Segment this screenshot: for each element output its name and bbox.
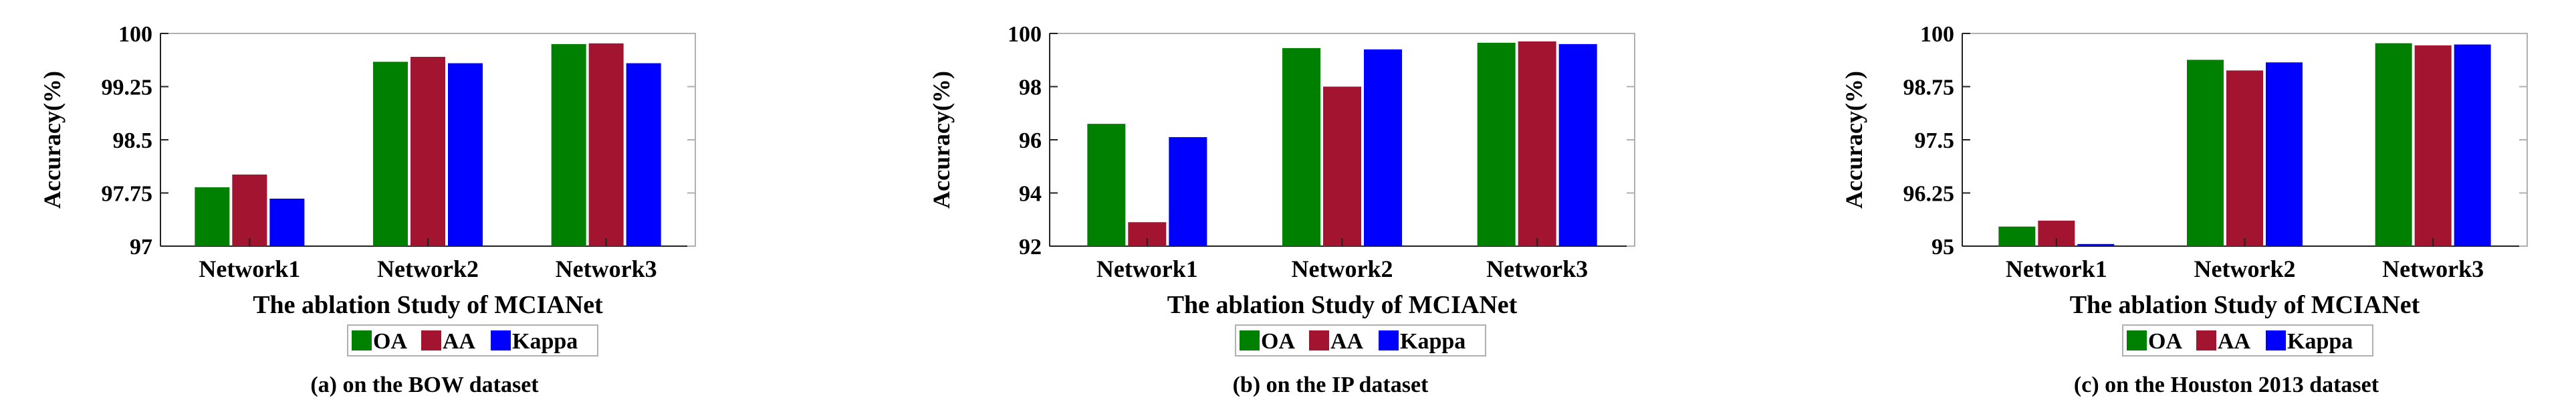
chart-panel-3: 95 96.25 97.5 98.75 100 Network1 Network2 Netwo… [1841,22,2528,397]
y-tick-label: 96.25 [1903,182,1955,207]
panel-caption: (a) on the BOW dataset [310,373,539,397]
panel-caption: (c) on the Houston 2013 dataset [2074,373,2379,397]
legend-label-kappa: Kappa [512,329,578,354]
bar-oa-network3 [551,43,586,247]
legend-swatch-aa [421,330,441,350]
bar-oa-network2 [1282,47,1320,247]
legend-label-kappa: Kappa [1400,329,1466,354]
y-tick-label: 98.75 [1903,76,1955,100]
bar-aa-network3 [2414,45,2452,247]
x-tick-label: Network3 [556,256,657,282]
bar-aa-network1 [232,174,267,246]
y-tick-label: 100 [1920,22,1954,47]
bar-oa-network3 [2375,43,2412,247]
bar-kappa-network3 [2454,44,2491,246]
y-axis-label: Accuracy(%) [1841,71,1867,209]
bar-kappa-network1 [2077,243,2115,246]
y-axis-label: Accuracy(%) [928,71,955,209]
legend-swatch-oa [1240,330,1260,350]
legend-label-kappa: Kappa [2287,329,2353,354]
bar-oa-network1 [195,187,230,246]
bar-kappa-network1 [269,198,305,246]
chart-panel-1: 97 97.75 98.5 99.25 100 Network1 Network2 Netwo… [39,22,696,397]
y-tick-label: 97.5 [1915,128,1955,153]
bar-kappa-network2 [2266,62,2303,247]
y-tick-label: 98 [1019,76,1042,100]
chart-panel-2: 92 94 96 98 100 Network1 Network2 Network3 The a… [928,22,1635,397]
legend: OA AA Kappa [347,324,598,357]
x-tick-label: Network1 [199,256,300,282]
x-tick-label: Network2 [2194,256,2296,282]
x-tick-label: Network3 [1486,256,1588,282]
bar-aa-network2 [411,56,445,246]
legend: OA AA Kappa [1235,324,1486,357]
legend-swatch-kappa [2266,330,2286,350]
bar-kappa-network3 [1558,43,1597,247]
y-tick-label: 97.75 [102,182,153,207]
legend-swatch-oa [352,330,372,350]
legend-label-oa: OA [1261,329,1295,354]
legend-swatch-oa [2127,330,2147,350]
legend: OA AA Kappa [2122,324,2373,357]
x-tick-label: Network3 [2382,256,2484,282]
legend-swatch-aa [1309,330,1329,350]
bar-kappa-network2 [1364,49,1402,246]
legend-box [347,324,598,357]
legend-label-aa: AA [2218,329,2251,354]
y-tick-label: 97 [130,235,152,260]
legend-label-aa: AA [1330,329,1364,354]
bar-oa-network1 [1087,124,1126,246]
bar-aa-network3 [588,43,624,246]
y-tick-label: 95 [1931,235,1954,260]
y-tick-label: 98.5 [113,128,153,153]
bar-kappa-network3 [626,63,661,247]
y-tick-label: 96 [1019,128,1042,153]
bar-oa-network3 [1477,42,1516,246]
legend-swatch-kappa [491,330,511,350]
bar-oa-network1 [1998,226,2036,246]
bar-oa-network2 [373,62,408,247]
panel-caption: (b) on the IP dataset [1233,373,1429,397]
y-axis-label: Accuracy(%) [39,71,66,209]
legend-label-oa: OA [373,329,407,354]
bar-aa-network2 [1323,86,1361,246]
y-tick-label: 99.25 [102,76,153,100]
x-tick-label: Network1 [1096,256,1198,282]
legend-box [1235,324,1486,357]
bar-kappa-network1 [1169,137,1207,246]
bar-aa-network3 [1518,41,1556,247]
x-tick-label: Network2 [1292,256,1393,282]
x-tick-label: Network2 [377,256,479,282]
legend-swatch-aa [2196,330,2216,350]
legend-swatch-kappa [1379,330,1399,350]
legend-box [2122,324,2373,357]
y-tick-label: 100 [1008,22,1042,47]
y-tick-label: 92 [1019,235,1042,260]
legend-label-oa: OA [2148,329,2182,354]
x-axis-label: The ablation Study of MCIANet [1167,291,1518,319]
bar-kappa-network2 [448,63,483,247]
x-tick-label: Network1 [2006,256,2107,282]
x-axis-label: The ablation Study of MCIANet [253,291,603,319]
x-axis-label: The ablation Study of MCIANet [2070,291,2420,319]
bar-oa-network2 [2187,60,2224,246]
legend-label-aa: AA [443,329,476,354]
y-tick-label: 94 [1019,182,1042,207]
y-tick-label: 100 [118,22,152,47]
bar-aa-network2 [2226,70,2263,246]
